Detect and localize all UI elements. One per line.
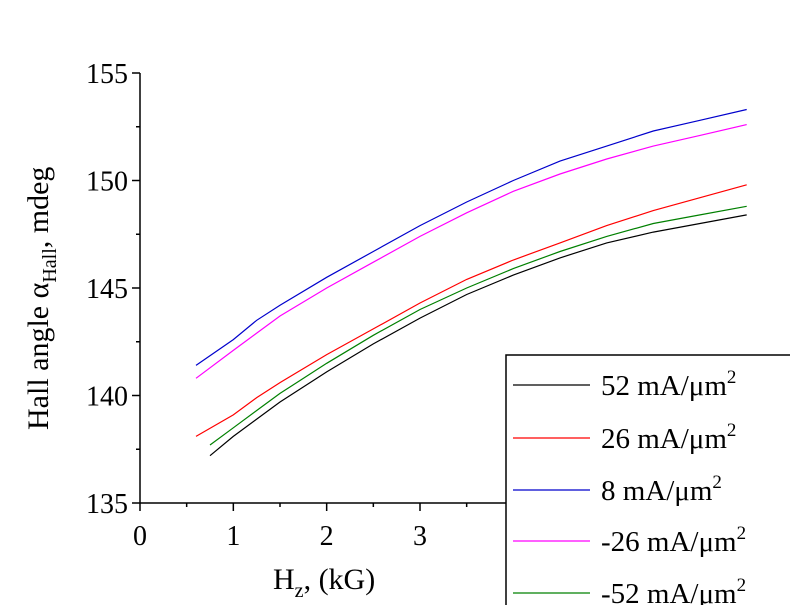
series-line-4 [195,124,747,379]
legend-label: 52 mA/μm2 [601,367,736,402]
y-tick-label: 135 [86,489,128,520]
x-tick-label: 3 [413,521,427,552]
legend-label: 8 mA/μm2 [601,472,722,507]
series-line-2 [195,184,747,437]
x-tick-label: 1 [226,521,240,552]
x-axis-title: Hz, (kG) [273,563,375,602]
y-tick-label: 145 [86,274,128,305]
legend: 52 mA/μm2 26 mA/μm2 8 mA/μm2 -26 mA/μm2 -52 … [505,354,790,605]
series-line-5 [209,205,747,446]
y-tick-label: 150 [86,167,128,198]
y-axis-title: Hall angle αHall, mdeg [22,167,61,430]
legend-box [505,354,790,605]
axes: 135140145150155012345 [86,59,614,552]
legend-label: -52 mA/μm2 [601,575,746,605]
series-line-1 [209,214,747,457]
x-tick-label: 2 [320,521,334,552]
y-tick-label: 140 [86,382,128,413]
legend-label: -26 mA/μm2 [601,523,746,558]
legend-label: 26 mA/μm2 [601,420,736,455]
series-layer [195,108,747,457]
y-tick-label: 155 [86,59,128,90]
x-tick-label: 0 [133,521,147,552]
series-line-3 [195,108,747,366]
